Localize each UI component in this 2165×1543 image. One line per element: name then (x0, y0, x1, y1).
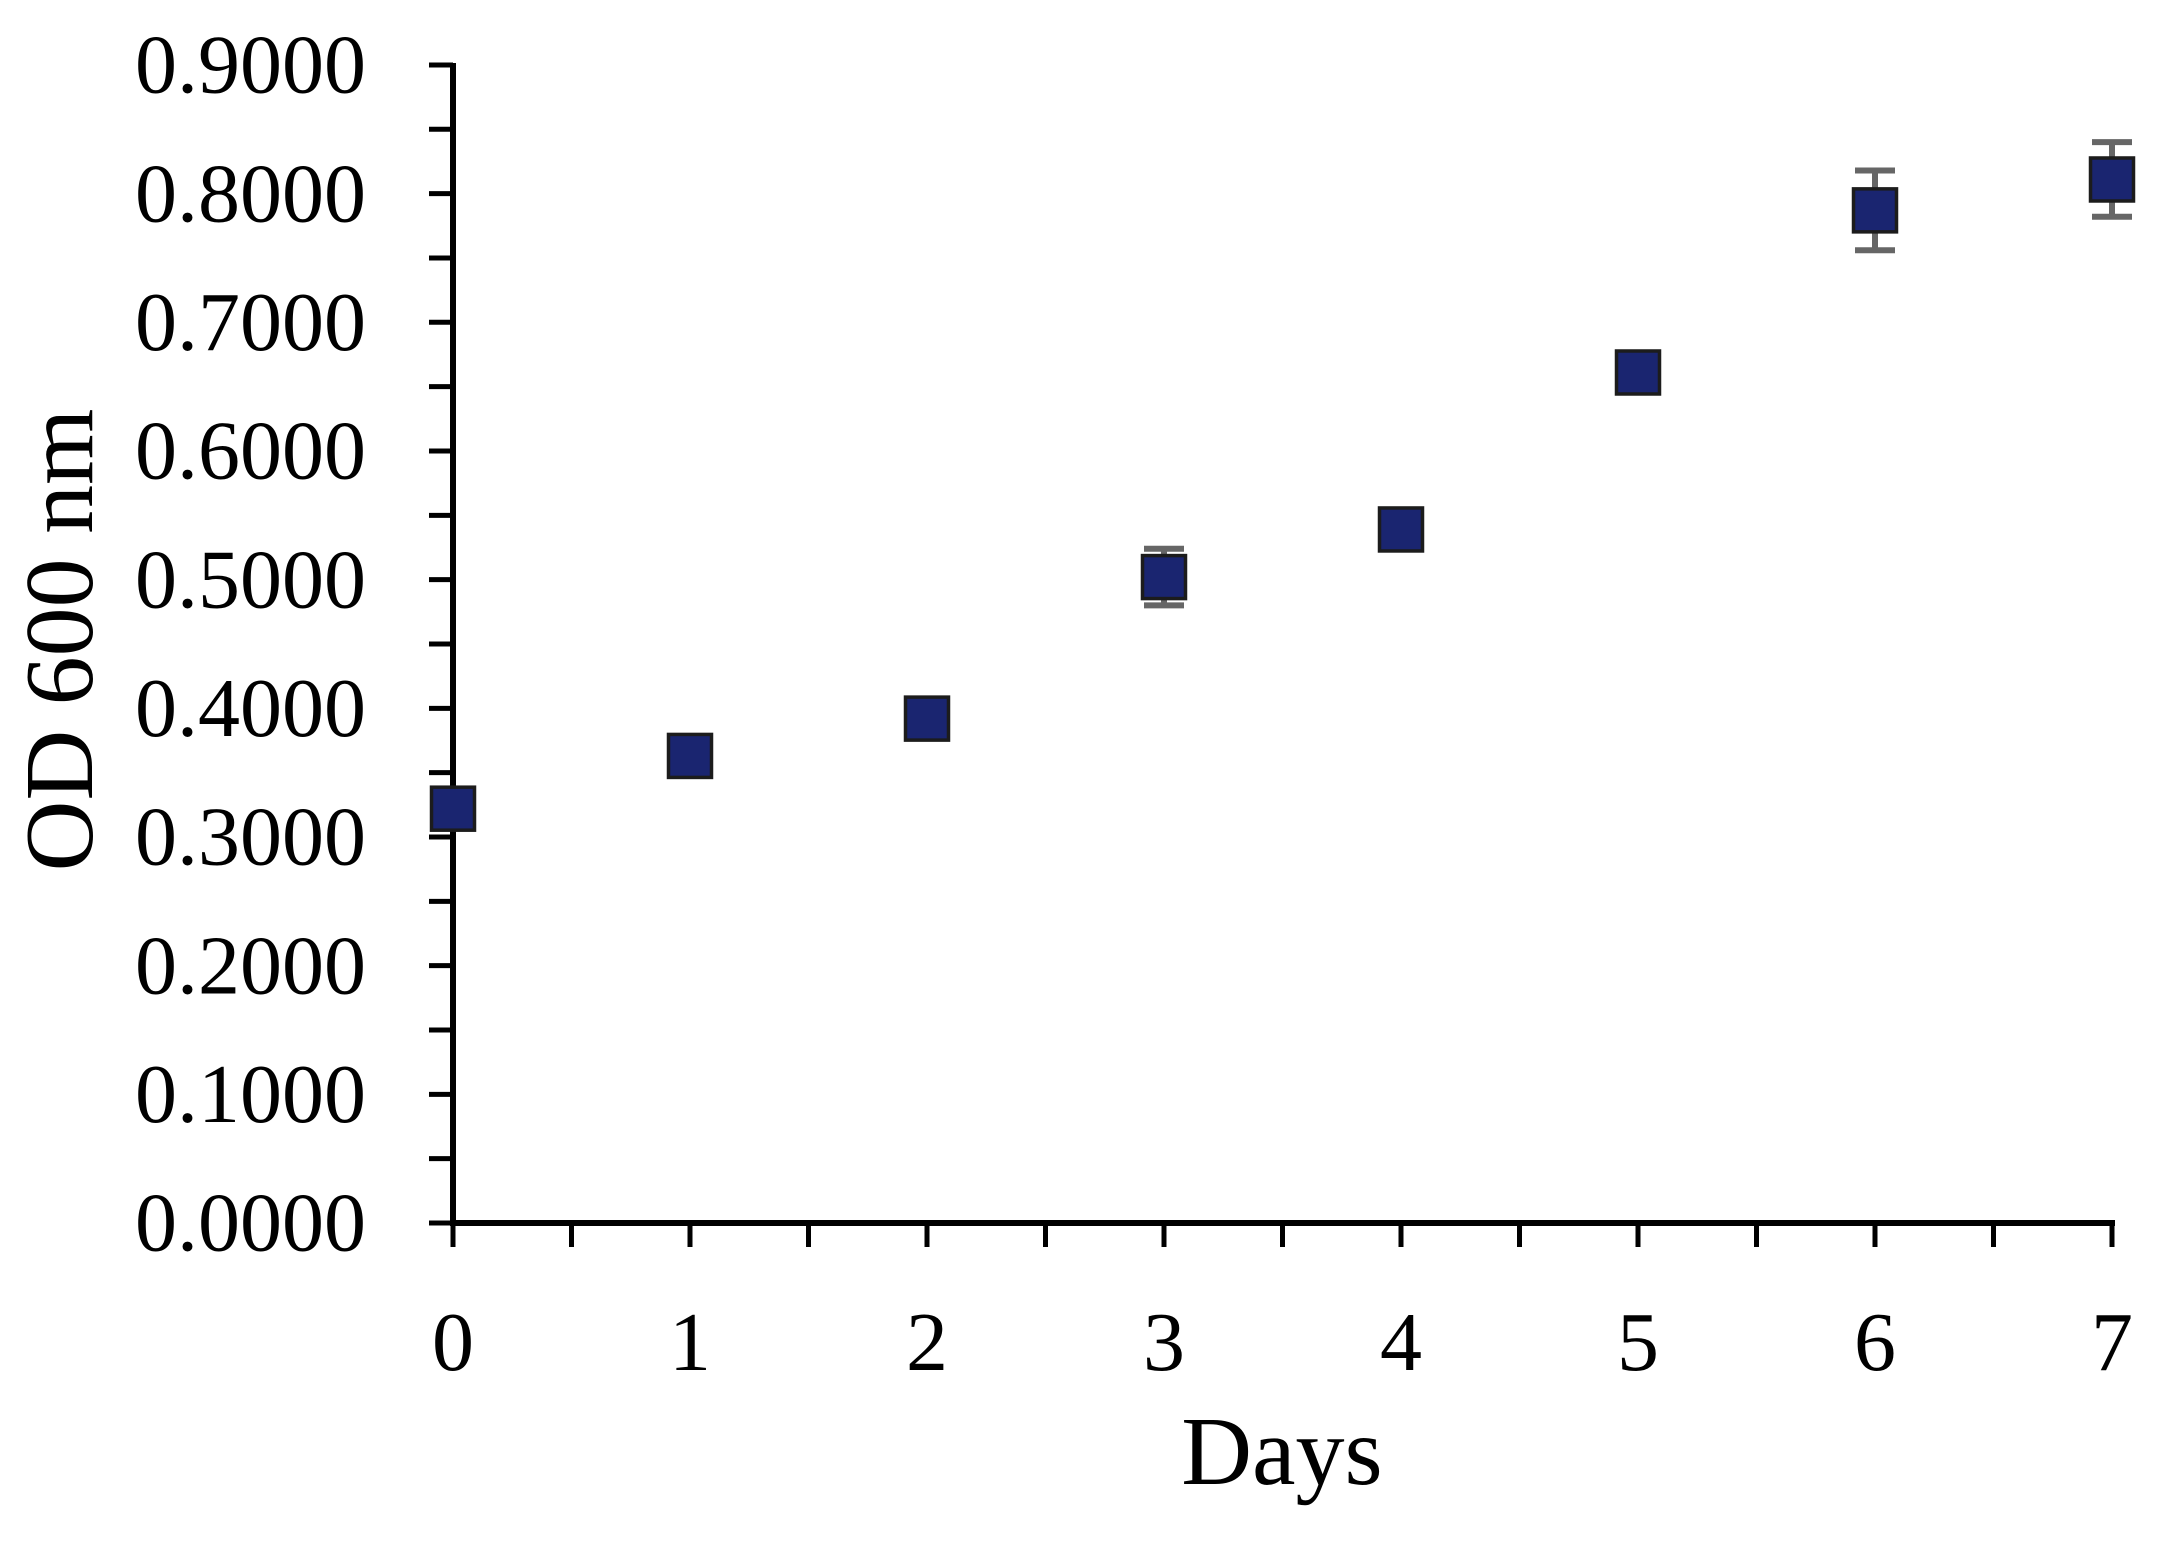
y-tick-label: 0.7000 (135, 276, 366, 369)
y-tick-label: 0.6000 (135, 405, 366, 498)
y-tick-label: 0.4000 (135, 662, 366, 755)
y-tick-label: 0.1000 (135, 1048, 366, 1141)
data-point-day-2 (903, 695, 951, 742)
x-axis-title: Days (1181, 1398, 1383, 1506)
x-tick-label: 7 (2091, 1296, 2133, 1389)
y-tick-label: 0.9000 (135, 19, 366, 112)
x-tick-label: 0 (432, 1296, 474, 1389)
data-point-day-1 (666, 732, 714, 780)
x-tick-label: 3 (1143, 1296, 1185, 1389)
x-tick-label: 2 (906, 1296, 948, 1389)
x-tick-label: 4 (1380, 1296, 1422, 1389)
x-tick-label: 6 (1854, 1296, 1896, 1389)
data-point-day-7 (2088, 156, 2136, 203)
data-point-day-4 (1377, 506, 1425, 553)
data-point-day-3 (1140, 553, 1188, 601)
y-tick-label: 0.2000 (135, 919, 366, 1012)
data-point-day-6 (1851, 187, 1899, 234)
y-axis-title: OD 600 nm (6, 408, 114, 872)
data-point-day-0 (429, 785, 477, 832)
data-point-day-5 (1614, 349, 1662, 396)
y-tick-label: 0.8000 (135, 147, 366, 240)
x-tick-label: 1 (669, 1296, 711, 1389)
y-tick-label: 0.0000 (135, 1177, 366, 1270)
x-tick-label: 5 (1617, 1296, 1659, 1389)
y-tick-label: 0.3000 (135, 791, 366, 884)
y-tick-label: 0.5000 (135, 533, 366, 626)
